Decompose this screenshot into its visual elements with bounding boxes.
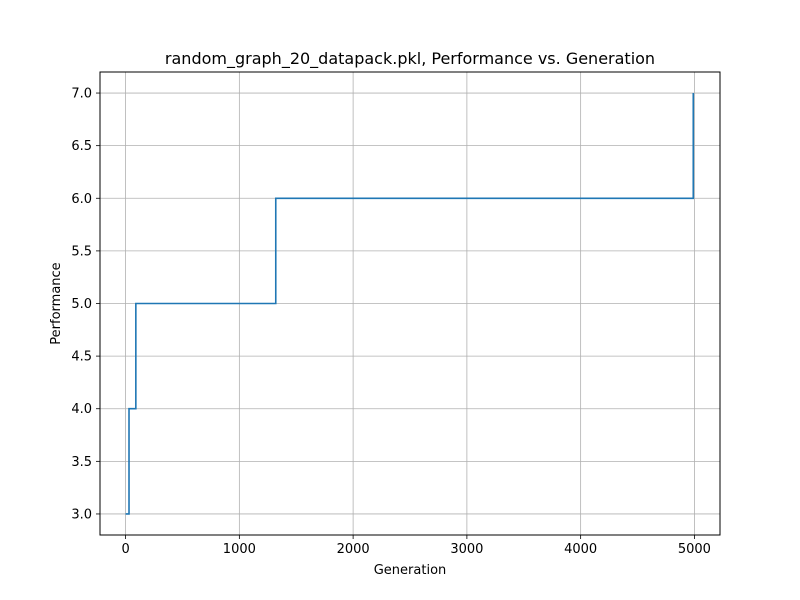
x-tick-label: 2000 [337,542,370,557]
y-tick-label: 7.0 [71,87,92,102]
x-tick-label: 4000 [564,542,597,557]
y-tick-label: 6.5 [71,139,92,154]
x-axis: 0 1000 2000 3000 4000 5000 [121,535,711,557]
x-tick-label: 0 [121,542,129,557]
y-tick-label: 5.5 [71,244,92,259]
x-tick-label: 1000 [223,542,256,557]
y-tick-label: 4.0 [71,402,92,417]
x-tick-label: 5000 [678,542,711,557]
y-tick-label: 3.0 [71,507,92,522]
x-axis-label: Generation [374,563,447,578]
x-tick-label: 3000 [450,542,483,557]
series-layer [125,93,695,515]
y-axis: 3.0 3.5 4.0 4.5 5.0 5.5 6.0 6.5 7.0 [71,87,100,522]
series-line-0 [125,93,695,515]
y-axis-label: Performance [49,262,64,344]
y-tick-label: 4.5 [71,350,92,365]
y-tick-label: 5.0 [71,297,92,312]
y-tick-label: 3.5 [71,455,92,470]
y-tick-label: 6.0 [71,192,92,207]
chart-title: random_graph_20_datapack.pkl, Performanc… [165,49,655,69]
